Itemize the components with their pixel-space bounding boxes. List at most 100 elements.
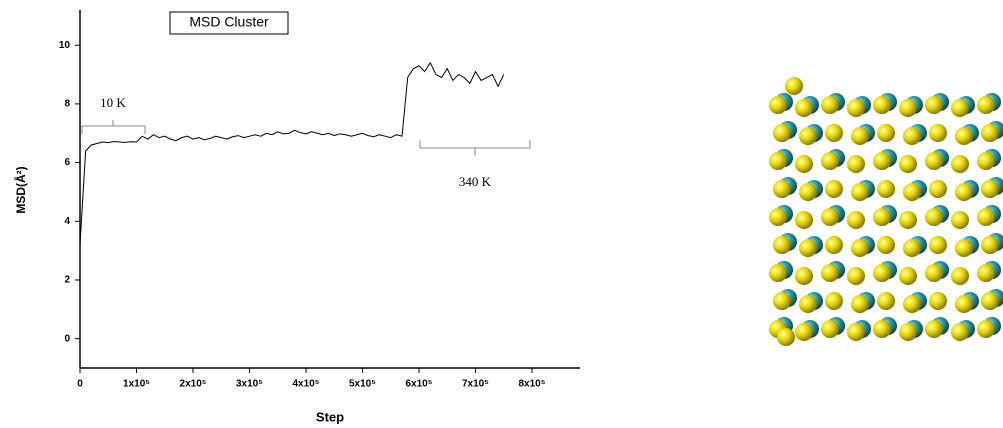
y-tick-label: 8 [64, 99, 70, 110]
atom [799, 127, 817, 145]
atom [773, 236, 791, 254]
x-tick-label: 7x10⁵ [462, 379, 489, 390]
atom [773, 292, 791, 310]
atom [785, 77, 803, 95]
x-tick-label: 1x10⁵ [123, 379, 150, 390]
atom [899, 211, 917, 229]
atom [925, 320, 943, 338]
atom [925, 208, 943, 226]
atom [847, 323, 865, 341]
atom [877, 236, 895, 254]
atom [873, 152, 891, 170]
atom [851, 127, 869, 145]
atom [847, 155, 865, 173]
atom [795, 155, 813, 173]
bracket [419, 140, 531, 156]
bracket [81, 120, 146, 134]
atom [929, 292, 947, 310]
atom [925, 264, 943, 282]
atom [899, 323, 917, 341]
y-tick-label: 10 [59, 40, 71, 51]
atom [825, 180, 843, 198]
atom [773, 124, 791, 142]
atom [773, 180, 791, 198]
atom [877, 180, 895, 198]
atom [981, 292, 999, 310]
atom [929, 124, 947, 142]
atom [951, 211, 969, 229]
atom [899, 155, 917, 173]
data-line [79, 61, 505, 245]
atom [951, 267, 969, 285]
y-axis-label: MSD(Å²) [13, 166, 28, 213]
atom [981, 180, 999, 198]
atom [777, 328, 795, 346]
atom [769, 264, 787, 282]
annotation: 340 K [459, 174, 492, 189]
atom [903, 183, 921, 201]
x-tick-label: 2x10⁵ [180, 379, 207, 390]
atom [851, 183, 869, 201]
y-tick-label: 0 [64, 333, 70, 344]
atom [955, 239, 973, 257]
atom [877, 292, 895, 310]
annotation: 10 K [100, 95, 126, 110]
atom [925, 96, 943, 114]
atom [977, 152, 995, 170]
atom [977, 264, 995, 282]
x-tick-label: 5x10⁵ [349, 379, 376, 390]
atom [873, 208, 891, 226]
atom [847, 99, 865, 117]
atom [981, 236, 999, 254]
atom [851, 239, 869, 257]
atom [821, 264, 839, 282]
x-tick-label: 6x10⁵ [406, 379, 433, 390]
atom [877, 124, 895, 142]
atom [899, 267, 917, 285]
atom [955, 183, 973, 201]
atom [955, 295, 973, 313]
x-tick-label: 8x10⁵ [519, 379, 546, 390]
atom [951, 323, 969, 341]
atom [977, 96, 995, 114]
atom [951, 155, 969, 173]
atom [825, 124, 843, 142]
atom [903, 127, 921, 145]
atom [769, 152, 787, 170]
chart-title: MSD Cluster [189, 14, 269, 30]
x-tick-label: 0 [77, 379, 83, 390]
y-tick-label: 4 [64, 216, 70, 227]
atom [795, 211, 813, 229]
atom [799, 295, 817, 313]
atom [799, 183, 817, 201]
atom [795, 267, 813, 285]
atom [825, 236, 843, 254]
atom [903, 295, 921, 313]
x-tick-label: 4x10⁵ [293, 379, 320, 390]
atom [795, 323, 813, 341]
atom [951, 99, 969, 117]
y-tick-label: 6 [64, 157, 70, 168]
atom [977, 320, 995, 338]
atom [929, 236, 947, 254]
atom [769, 96, 787, 114]
atom [955, 127, 973, 145]
atom [847, 267, 865, 285]
atom [903, 239, 921, 257]
y-tick-label: 2 [64, 275, 70, 286]
atom [899, 99, 917, 117]
atom [981, 124, 999, 142]
atom [977, 208, 995, 226]
atom [821, 96, 839, 114]
atom [795, 99, 813, 117]
atom [873, 264, 891, 282]
atom [825, 292, 843, 310]
atom [873, 320, 891, 338]
atom [821, 152, 839, 170]
x-tick-label: 3x10⁵ [236, 379, 263, 390]
atom [769, 208, 787, 226]
atom [799, 239, 817, 257]
atom [925, 152, 943, 170]
